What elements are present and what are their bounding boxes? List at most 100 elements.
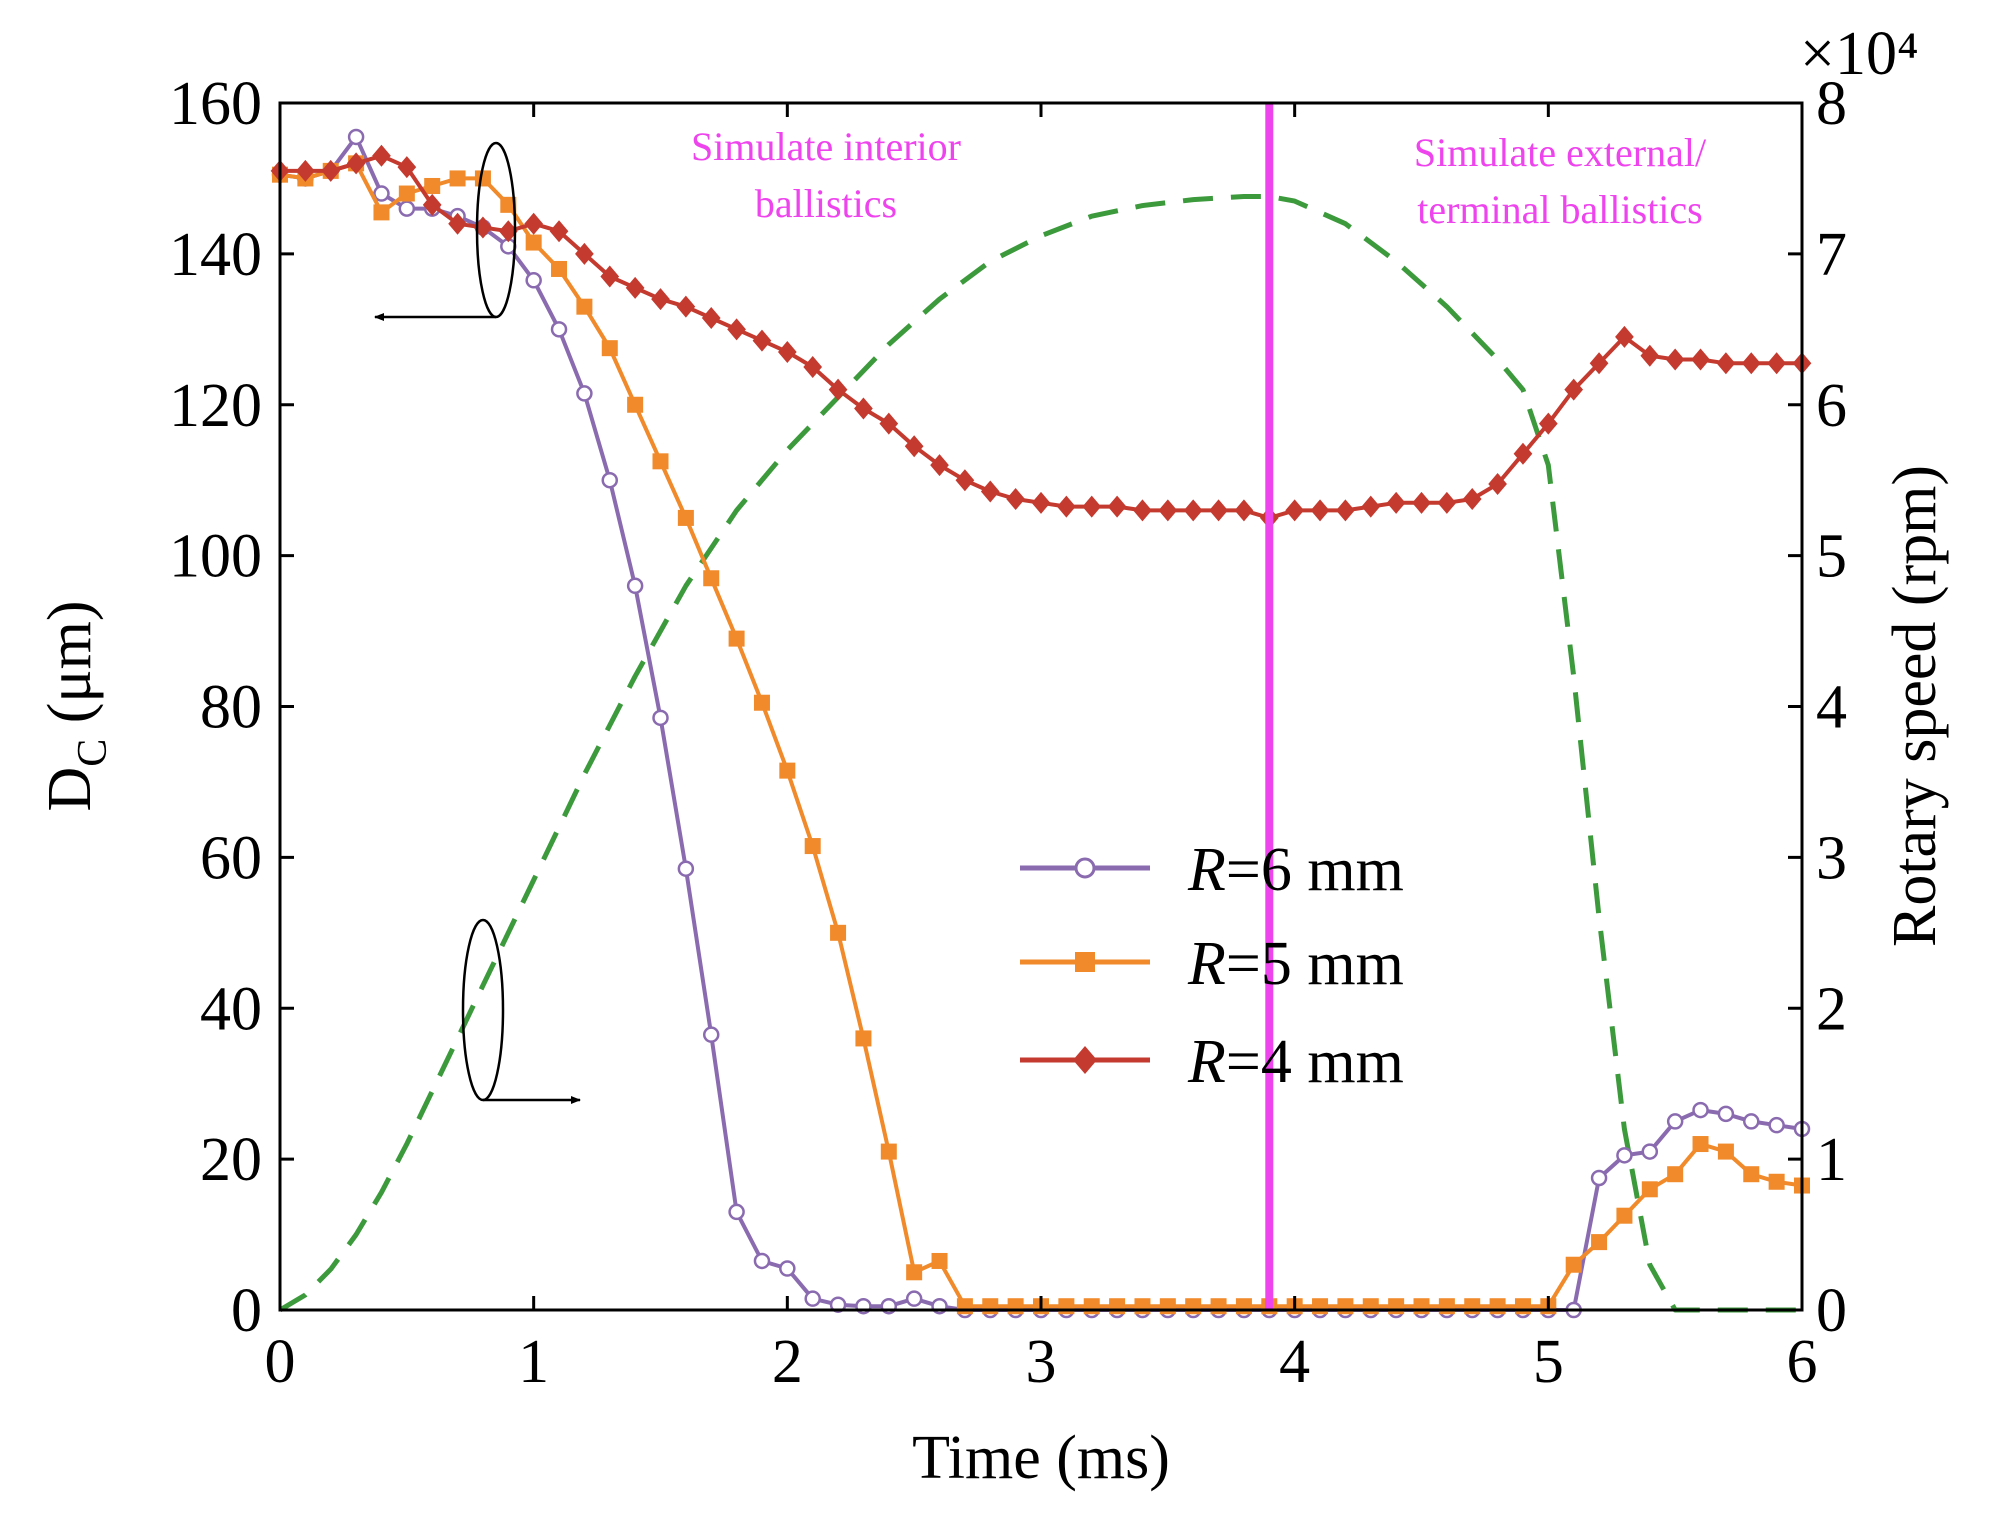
legend: R=6 mm R=5 mm R=4 mm [1020,836,1404,1096]
series-line-r-5-mm [279,161,1803,1309]
data-point-r-6-mm-15 [652,709,669,727]
data-point-r-5-mm-21 [804,838,821,855]
data-point-r-5-mm-53 [1616,1207,1633,1224]
y2-multiplier: ×10⁴ [1800,20,1919,88]
y2-axis-title: Rotary speed (rpm) [1881,465,1949,947]
data-point-r-4-mm-10 [524,212,544,235]
data-point-r-4-mm-53 [1615,325,1634,348]
data-point-r-6-mm-57 [1717,1105,1735,1123]
data-point-r-5-mm-23 [855,1030,872,1047]
data-point-r-4-mm-3 [346,152,366,175]
data-point-r-4-mm-46 [1437,491,1457,514]
y2-tick-label-7: 7 [1816,221,1847,289]
legend-entry-r6: R=6 mm [1020,836,1404,904]
data-point-r-5-mm-37 [1210,1298,1227,1315]
data-point-r-5-mm-22 [830,924,847,941]
data-point-r-4-mm-48 [1488,472,1507,495]
data-point-r-4-mm-41 [1310,499,1330,522]
data-point-r-4-mm-13 [600,265,620,288]
x-tick-label-4: 4 [1279,1328,1310,1396]
y-axis-title-sub: C [70,739,116,767]
y2-tick-label-5: 5 [1816,523,1847,591]
data-point-r-4-mm-54 [1640,344,1660,367]
data-point-r-5-mm-49 [1514,1298,1531,1315]
annotation-interior-line2: ballistics [755,181,897,226]
data-point-r-5-mm-25 [906,1264,923,1281]
x-axis-title: Time (ms) [912,1424,1170,1492]
y2-tick-label-6: 6 [1816,372,1847,440]
data-point-r-6-mm-25 [905,1290,923,1307]
data-point-r-5-mm-36 [1185,1298,1202,1315]
y-axis-title-unit: (μm) [36,600,104,738]
data-point-r-4-mm-12 [575,242,594,265]
legend-label-r5: R=5 mm [1187,930,1404,998]
x-tick-label-3: 3 [1026,1328,1057,1396]
data-point-r-4-mm-16 [676,295,696,318]
data-point-r-5-mm-48 [1489,1298,1506,1315]
data-point-r-4-mm-21 [803,356,823,379]
y-tick-label-5: 100 [169,523,262,591]
y-tick-label-2: 40 [200,975,262,1043]
data-point-r-4-mm-23 [854,397,873,420]
data-point-r-4-mm-35 [1158,499,1178,522]
data-point-r-4-mm-30 [1031,491,1051,514]
data-point-r-5-mm-18 [728,630,745,647]
data-point-r-5-mm-19 [753,694,770,711]
data-point-r-4-mm-56 [1691,348,1710,371]
y-tick-label-1: 20 [200,1126,262,1194]
data-point-r-5-mm-29 [1007,1298,1024,1315]
data-point-r-5-mm-5 [398,185,415,202]
data-point-r-6-mm-54 [1641,1143,1659,1160]
data-point-r-5-mm-17 [703,570,720,587]
data-point-r-4-mm-27 [955,469,975,492]
data-point-r-6-mm-20 [779,1260,796,1277]
x-tick-label-1: 1 [518,1328,549,1396]
data-point-r-4-mm-33 [1107,495,1127,518]
data-point-r-5-mm-44 [1388,1298,1405,1315]
data-point-r-5-mm-16 [677,509,694,526]
y-tick-label-4: 80 [200,674,262,742]
data-point-r-4-mm-9 [498,220,518,243]
data-point-r-4-mm-2 [321,159,341,182]
data-point-r-4-mm-51 [1564,378,1584,401]
y-tick-label-7: 140 [169,221,262,289]
data-point-r-4-mm-37 [1209,499,1228,522]
data-point-r-5-mm-52 [1591,1234,1608,1251]
data-point-r-5-mm-26 [931,1252,948,1269]
y-tick-label-6: 120 [169,372,262,440]
plot-frame [278,101,1804,1312]
data-point-r-4-mm-42 [1336,499,1355,522]
data-point-r-6-mm-11 [550,321,568,338]
data-point-r-6-mm-53 [1616,1147,1633,1164]
legend-entry-r5: R=5 mm [1020,930,1404,998]
data-point-r-6-mm-52 [1590,1169,1608,1187]
data-point-r-5-mm-58 [1743,1166,1760,1183]
data-point-r-4-mm-24 [879,412,899,435]
legend-marker-r4 [1073,1046,1097,1074]
data-point-r-4-mm-1 [296,159,315,182]
data-point-r-4-mm-11 [549,220,569,243]
data-point-r-6-mm-4 [373,185,390,202]
data-point-r-4-mm-34 [1133,499,1152,522]
data-point-r-6-mm-10 [525,272,542,289]
data-point-r-4-mm-20 [777,340,797,363]
legend-label-r6: R=6 mm [1187,836,1404,904]
y-tick-label-3: 60 [200,824,262,892]
data-point-r-6-mm-16 [677,860,695,877]
y-axis-title-main: D [36,767,104,812]
y2-tick-label-8: 8 [1816,70,1847,138]
y-tick-label-8: 160 [169,70,262,138]
data-point-r-4-mm-29 [1006,488,1025,511]
y-axis-title: DC (μm) [36,600,116,811]
data-point-r-4-mm-58 [1741,352,1761,375]
annotation-external-line2: terminal ballistics [1417,187,1703,232]
x-tick-label-0: 0 [265,1328,296,1396]
data-point-r-5-mm-35 [1159,1298,1176,1315]
data-point-r-4-mm-19 [752,329,772,352]
data-point-r-6-mm-59 [1768,1116,1785,1134]
data-point-r-4-mm-57 [1716,352,1736,375]
data-point-r-5-mm-54 [1641,1181,1658,1198]
data-point-r-4-mm-17 [701,306,721,329]
y-tick-label-0: 0 [231,1277,262,1345]
